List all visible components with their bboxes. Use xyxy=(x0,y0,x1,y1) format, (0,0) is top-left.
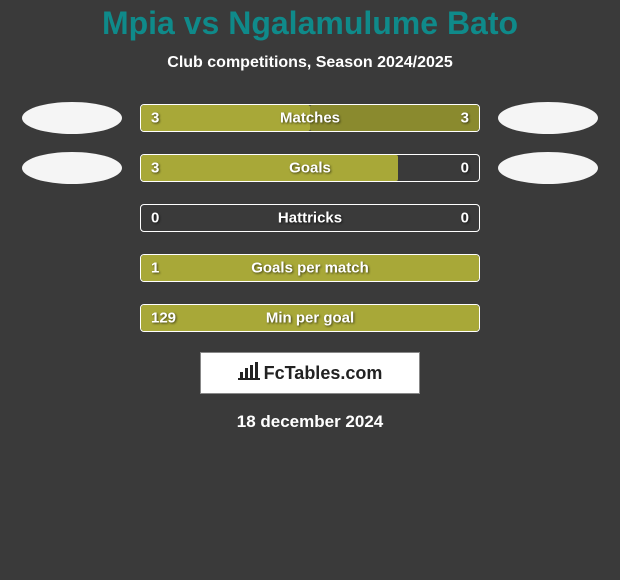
stat-row: 0 0 Hattricks xyxy=(0,202,620,234)
stat-value-left: 0 xyxy=(151,210,159,227)
stat-row: 1 Goals per match xyxy=(0,252,620,284)
right-oval xyxy=(498,152,598,184)
logo-box[interactable]: FcTables.com xyxy=(200,352,420,394)
bar-fill-left xyxy=(141,155,398,181)
stat-value-left: 1 xyxy=(151,260,159,277)
stat-row: 3 3 Matches xyxy=(0,102,620,134)
subtitle: Club competitions, Season 2024/2025 xyxy=(0,54,620,72)
stat-label: Hattricks xyxy=(278,210,342,227)
right-oval xyxy=(498,102,598,134)
stat-label: Min per goal xyxy=(266,310,354,327)
stat-row: 129 Min per goal xyxy=(0,302,620,334)
stat-bar: 129 Min per goal xyxy=(140,304,480,332)
date-text: 18 december 2024 xyxy=(0,412,620,432)
stat-bar: 3 0 Goals xyxy=(140,154,480,182)
stat-bar: 1 Goals per match xyxy=(140,254,480,282)
page-title: Mpia vs Ngalamulume Bato xyxy=(0,5,620,42)
stat-value-right: 0 xyxy=(461,160,469,177)
left-oval xyxy=(22,102,122,134)
chart-bar-icon xyxy=(238,362,260,385)
logo-text: FcTables.com xyxy=(264,363,383,384)
stat-bar: 0 0 Hattricks xyxy=(140,204,480,232)
stat-value-left: 3 xyxy=(151,110,159,127)
comparison-widget: Mpia vs Ngalamulume Bato Club competitio… xyxy=(0,0,620,432)
stat-row: 3 0 Goals xyxy=(0,152,620,184)
stat-label: Goals per match xyxy=(251,260,369,277)
stats-list: 3 3 Matches 3 0 Goals 0 0 Hattricks 1 Goals per ma… xyxy=(0,102,620,334)
stat-label: Matches xyxy=(280,110,340,127)
stat-value-left: 3 xyxy=(151,160,159,177)
logo-content: FcTables.com xyxy=(238,362,383,385)
stat-label: Goals xyxy=(289,160,331,177)
stat-value-left: 129 xyxy=(151,310,176,327)
stat-bar: 3 3 Matches xyxy=(140,104,480,132)
stat-value-right: 3 xyxy=(461,110,469,127)
stat-value-right: 0 xyxy=(461,210,469,227)
left-oval xyxy=(22,152,122,184)
